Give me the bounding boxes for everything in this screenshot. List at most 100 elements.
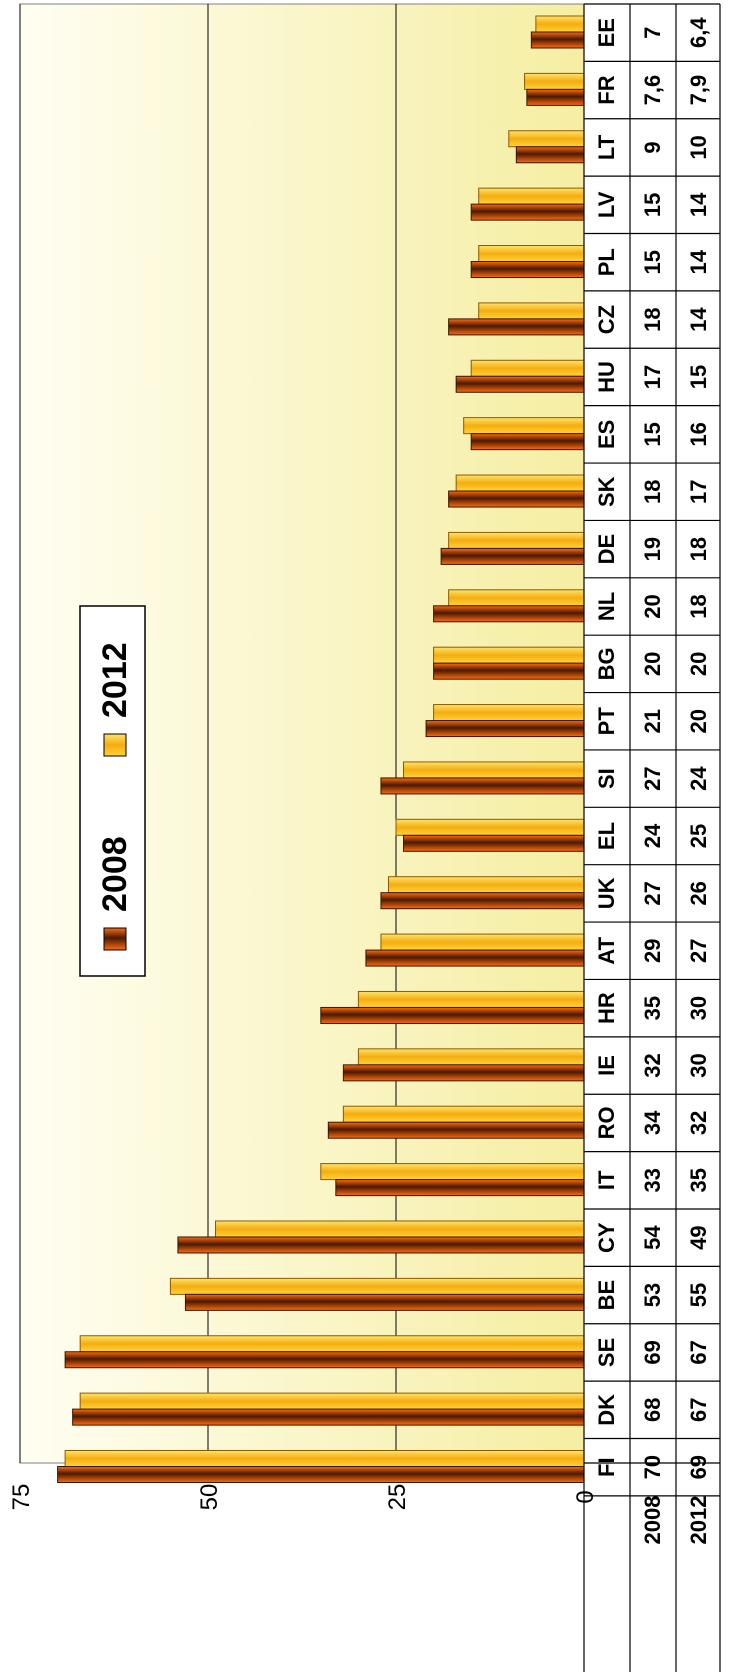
table-row-header-2008: 2008 xyxy=(640,1496,665,1545)
table-2008-HU: 17 xyxy=(640,365,665,389)
table-2008-SK: 18 xyxy=(640,479,665,503)
category-label-IE: IE xyxy=(594,1055,619,1076)
bar-2012-CZ xyxy=(478,302,585,320)
bar-2008-RO xyxy=(327,1121,585,1139)
table-2012-HR: 30 xyxy=(686,996,711,1020)
table-2012-SI: 24 xyxy=(686,766,711,791)
table-2008-HR: 35 xyxy=(640,996,665,1020)
category-label-CZ: CZ xyxy=(594,305,619,334)
bar-2012-ES xyxy=(463,417,585,435)
bar-2012-EL xyxy=(395,818,585,836)
bar-2008-HU xyxy=(455,375,585,393)
table-2008-IE: 32 xyxy=(640,1053,665,1077)
category-label-EE: EE xyxy=(594,18,619,47)
bar-2008-CZ xyxy=(448,318,585,336)
bar-2008-DE xyxy=(440,547,585,565)
table-2012-BE: 55 xyxy=(686,1283,711,1307)
table-2012-NL: 18 xyxy=(686,594,711,618)
bar-2012-HR xyxy=(357,990,585,1008)
bar-2012-UK xyxy=(387,876,585,894)
bar-2012-LT xyxy=(508,130,585,148)
table-2012-FI: 69 xyxy=(686,1455,711,1479)
bar-2008-PL xyxy=(470,261,585,279)
table-2012-FR: 7,9 xyxy=(686,75,711,106)
table-2008-CY: 54 xyxy=(640,1225,665,1250)
table-2012-AT: 27 xyxy=(686,939,711,963)
bar-2012-SK xyxy=(455,474,585,492)
table-2012-ES: 16 xyxy=(686,422,711,446)
bar-2008-IE xyxy=(342,1064,585,1082)
bar-2008-EL xyxy=(403,834,585,852)
table-2012-SE: 67 xyxy=(686,1340,711,1364)
table-2008-BG: 20 xyxy=(640,652,665,676)
bar-2008-IT xyxy=(335,1179,585,1197)
bar-2012-BE xyxy=(169,1277,585,1295)
category-label-ES: ES xyxy=(594,420,619,449)
bar-2012-DK xyxy=(79,1392,585,1410)
category-label-CY: CY xyxy=(594,1222,619,1253)
table-2012-DE: 18 xyxy=(686,537,711,561)
legend-swatch-2012 xyxy=(103,733,127,757)
bar-2008-UK xyxy=(380,892,585,910)
bar-2012-RO xyxy=(342,1105,585,1123)
bar-2008-ES xyxy=(470,433,585,451)
category-label-BE: BE xyxy=(594,1280,619,1311)
bar-2012-FI xyxy=(64,1450,585,1467)
table-2008-DE: 19 xyxy=(640,537,665,561)
bars xyxy=(57,15,585,1483)
bar-2012-IE xyxy=(357,1048,585,1066)
bar-2008-SK xyxy=(448,490,585,508)
table-2008-EE: 7 xyxy=(640,27,665,39)
category-label-IT: IT xyxy=(594,1170,619,1190)
bar-2008-FI xyxy=(57,1466,585,1483)
table-row-header-2012: 2012 xyxy=(686,1496,711,1545)
table-2012-IT: 35 xyxy=(686,1168,711,1192)
bar-2008-PT xyxy=(425,720,585,738)
table-2012-LT: 10 xyxy=(686,135,711,159)
value-axis-ticks: 0 25 50 75 xyxy=(8,1484,599,1511)
category-label-SK: SK xyxy=(594,476,619,507)
table-2012-PT: 20 xyxy=(686,709,711,733)
table-2008-SE: 69 xyxy=(640,1340,665,1364)
category-label-DE: DE xyxy=(594,534,619,565)
table-2008-CZ: 18 xyxy=(640,307,665,331)
value-tick-25: 25 xyxy=(384,1484,411,1511)
table-2008-RO: 34 xyxy=(640,1110,665,1135)
table-2012-BG: 20 xyxy=(686,652,711,676)
category-label-PT: PT xyxy=(594,707,619,736)
table-2012-IE: 30 xyxy=(686,1053,711,1077)
bar-2012-NL xyxy=(448,589,585,607)
table-2008-PL: 15 xyxy=(640,250,665,274)
legend-box xyxy=(79,605,146,977)
table-2012-CZ: 14 xyxy=(686,307,711,332)
table-2012-RO: 32 xyxy=(686,1111,711,1135)
table-2008-FR: 7,6 xyxy=(640,75,665,106)
table-2012-HU: 15 xyxy=(686,365,711,389)
table-2012-CY: 49 xyxy=(686,1225,711,1249)
category-label-SI: SI xyxy=(594,768,619,789)
table-2008-NL: 20 xyxy=(640,594,665,618)
category-label-HU: HU xyxy=(594,361,619,393)
bar-2012-PL xyxy=(478,245,585,263)
table-2008-IT: 33 xyxy=(640,1168,665,1192)
category-label-EL: EL xyxy=(594,822,619,850)
table-2008-EL: 24 xyxy=(640,823,665,848)
bar-2008-BE xyxy=(184,1293,585,1311)
table-2008-PT: 21 xyxy=(640,709,665,733)
bar-2008-HR xyxy=(320,1006,585,1024)
gridlines xyxy=(19,4,397,1463)
bar-2008-DK xyxy=(72,1408,585,1426)
category-label-DK: DK xyxy=(594,1394,619,1426)
table-2012-EL: 25 xyxy=(686,824,711,848)
table-2008-BE: 53 xyxy=(640,1283,665,1307)
legend: 2008 2012 xyxy=(79,605,146,977)
bar-2008-LT xyxy=(515,146,585,164)
table-2012-EE: 6,4 xyxy=(686,17,711,48)
bar-2012-LV xyxy=(478,187,585,205)
category-label-SE: SE xyxy=(594,1338,619,1367)
category-label-FI: FI xyxy=(594,1457,619,1477)
bar-2008-LV xyxy=(470,203,585,221)
data-table: EE 7 6,4 FR 7,6 7,9 LT 9 10 LV 15 14 PL 15 14 CZ 18 14 HU 1… xyxy=(583,3,721,1672)
table-2012-UK: 26 xyxy=(686,881,711,905)
